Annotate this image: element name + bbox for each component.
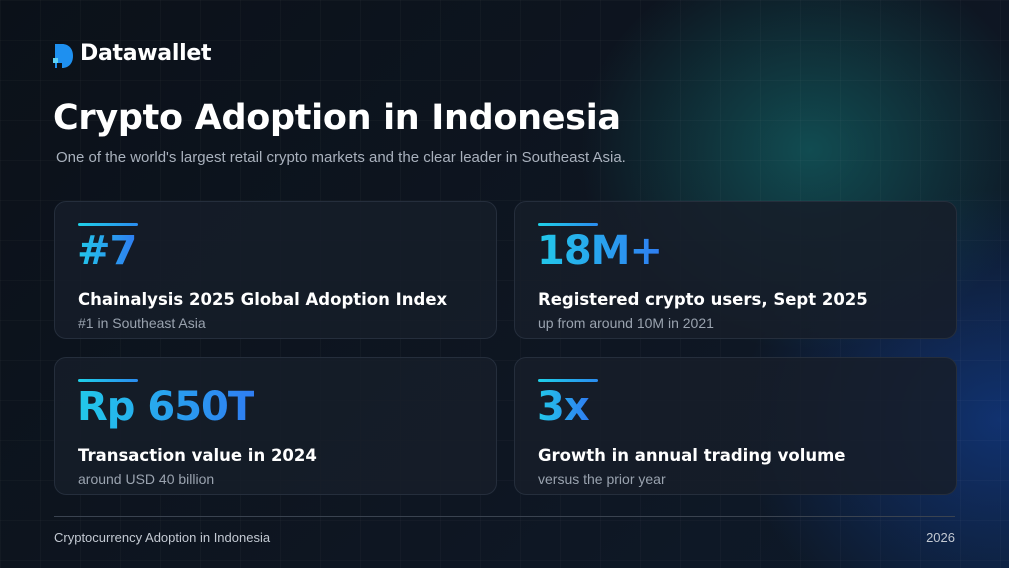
- stat-card: 18M+ Registered crypto users, Sept 2025 up…: [514, 201, 957, 339]
- accent-bar: [78, 223, 138, 226]
- stat-value: 3x: [537, 384, 590, 430]
- stat-card: #7 Chainalysis 2025 Global Adoption Index…: [54, 201, 497, 339]
- stat-value: Rp 650T: [77, 384, 255, 430]
- footer-year: 2026: [926, 530, 955, 545]
- footer-caption: Cryptocurrency Adoption in Indonesia: [54, 530, 271, 545]
- accent-bar: [78, 379, 138, 382]
- stat-label: Growth in annual trading volume: [538, 446, 846, 465]
- stat-card: 3x Growth in annual trading volume versus …: [514, 357, 957, 495]
- stat-note: #1 in Southeast Asia: [78, 315, 206, 331]
- stat-note: up from around 10M in 2021: [538, 315, 714, 331]
- stat-label: Transaction value in 2024: [78, 446, 317, 465]
- logo-icon: [53, 44, 73, 68]
- stat-value: 18M+: [537, 228, 663, 274]
- stat-label: Registered crypto users, Sept 2025: [538, 290, 868, 309]
- accent-bar: [538, 223, 598, 226]
- brand-name: Datawallet: [80, 41, 212, 66]
- footer-rule: [54, 516, 955, 517]
- stat-label: Chainalysis 2025 Global Adoption Index: [78, 290, 448, 309]
- stat-card: Rp 650T Transaction value in 2024 around U…: [54, 357, 497, 495]
- accent-bar: [538, 379, 598, 382]
- stat-note: around USD 40 billion: [78, 471, 215, 487]
- stat-value: #7: [77, 228, 137, 274]
- stat-note: versus the prior year: [538, 471, 666, 487]
- page-subtitle: One of the world's largest retail crypto…: [56, 149, 626, 166]
- page-title: Crypto Adoption in Indonesia: [53, 98, 621, 138]
